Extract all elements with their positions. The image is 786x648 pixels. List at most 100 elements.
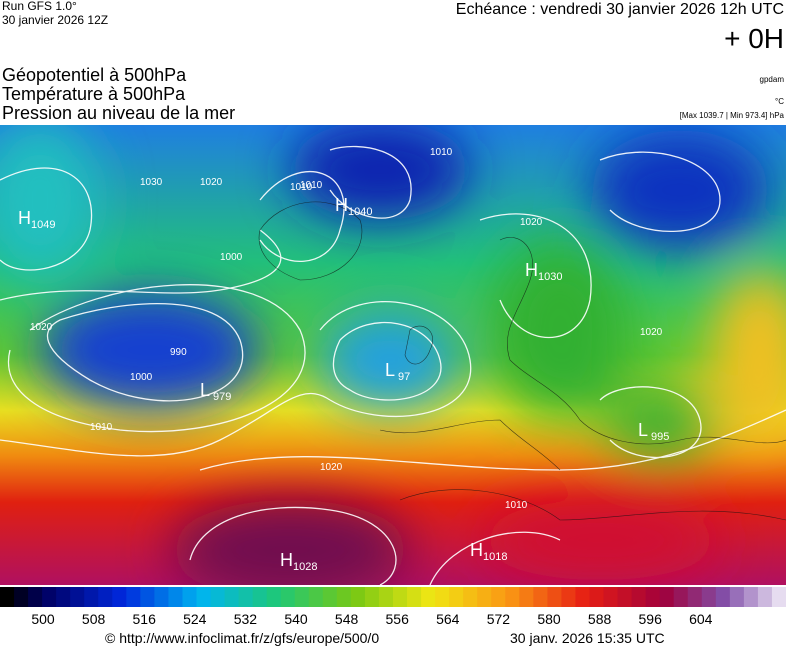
colorbar-label: 588 (588, 611, 612, 627)
colorbar-swatch (617, 587, 633, 607)
center-value: 979 (213, 391, 231, 403)
field: Température à 500hPa (2, 84, 186, 104)
colorbar-swatch (435, 587, 450, 607)
isobar-label: 1020 (200, 177, 223, 188)
colorbar-swatch (350, 587, 366, 607)
colorbar-label: 524 (183, 611, 207, 627)
colorbar-swatch (322, 587, 338, 607)
colorbar-swatch (589, 587, 605, 607)
colorbar-swatch (224, 587, 240, 607)
isobar-label: 1000 (130, 372, 153, 383)
colorbar-swatch (266, 587, 282, 607)
center-value: 995 (651, 431, 669, 443)
colorbar-swatch (182, 587, 197, 607)
center-letter: L (638, 420, 648, 440)
colorbar-swatch (673, 587, 689, 607)
isobar-label: 990 (170, 347, 187, 358)
colorbar-swatch (687, 587, 703, 607)
isobar-label: 1010 (290, 182, 313, 193)
colorbar-swatch (42, 587, 57, 607)
colorbar-swatch (561, 587, 576, 607)
colorbar-label: 508 (82, 611, 106, 627)
isobar-labels: 1030 1020 1010 1000 990 1000 1010 1020 1010 1020 1… (30, 147, 663, 511)
center-value: 1018 (483, 551, 507, 563)
colorbar-swatch (701, 587, 717, 607)
isobar-label: 1010 (430, 147, 453, 158)
colorbar-label: 532 (234, 611, 258, 627)
isobar-label: 1000 (220, 252, 243, 263)
colorbar-swatch (252, 587, 268, 607)
isobar-label: 1010 (505, 500, 528, 511)
unit: [Max 1039.7 | Min 973.4] hPa (680, 111, 785, 120)
colorbar-swatch (771, 587, 786, 607)
run: Run GFS 1.0° (2, 0, 77, 13)
field: Pression au niveau de la mer (2, 103, 235, 123)
lead-time: + 0H (724, 23, 784, 54)
colorbar-swatch (547, 587, 562, 607)
colorbar-swatch (0, 587, 15, 607)
source: © http://www.infoclimat.fr/z/gfs/europe/… (105, 630, 379, 646)
run-date: 30 janvier 2026 12Z (2, 13, 108, 27)
colorbar-label: 604 (689, 611, 713, 627)
colorbar-label: 564 (436, 611, 460, 627)
colorbar-swatch (421, 587, 436, 607)
unit: °C (775, 97, 784, 106)
isobar-label: 1020 (640, 327, 663, 338)
colorbar-swatch (729, 587, 745, 607)
colorbar-swatch (378, 587, 394, 607)
center-letter: H (18, 208, 31, 228)
unit: gpdam (760, 75, 785, 84)
colorbar-swatch (603, 587, 619, 607)
map (0, 125, 786, 585)
colorbar-swatch (238, 587, 254, 607)
field: Géopotentiel à 500hPa (2, 65, 187, 85)
colorbar-label: 548 (335, 611, 359, 627)
center-letter: H (525, 260, 538, 280)
colorbar-swatch (70, 587, 85, 607)
colorbar-label: 556 (386, 611, 410, 627)
isobar-label: 1010 (300, 180, 323, 191)
generated: 30 janv. 2026 15:35 UTC (510, 630, 665, 646)
colorbar-swatch (56, 587, 71, 607)
colorbar-swatch (140, 587, 155, 607)
colorbar: 500 508 516 524 532 540 548 556 564 572 580 588 596 6… (0, 587, 786, 627)
colorbar-swatch (154, 587, 169, 607)
colorbar-swatch (477, 587, 492, 607)
isobar-label: 1020 (320, 462, 343, 473)
colorbar-swatch (519, 587, 534, 607)
colorbar-swatch (336, 587, 352, 607)
colorbar-label: 516 (133, 611, 157, 627)
center-letter: L (200, 380, 210, 400)
colorbar-swatch (294, 587, 310, 607)
center-value: 1030 (538, 271, 562, 283)
center-value: 1049 (31, 219, 55, 231)
colorbar-swatch (645, 587, 661, 607)
colorbar-label: 572 (487, 611, 511, 627)
colorbar-swatch (14, 587, 29, 607)
colorbar-label: 580 (537, 611, 561, 627)
colorbar-swatch (28, 587, 43, 607)
colorbar-swatch (463, 587, 478, 607)
colorbar-swatch (168, 587, 183, 607)
colorbar-swatch (659, 587, 675, 607)
center-letter: L (385, 360, 395, 380)
colorbar-swatch (757, 587, 773, 607)
colorbar-swatch (196, 587, 212, 607)
colorbar-swatch (505, 587, 520, 607)
isobar-label: 1030 (140, 177, 163, 188)
colorbar-swatch (98, 587, 113, 607)
colorbar-swatch (364, 587, 380, 607)
colorbar-swatch (449, 587, 464, 607)
colorbar-swatch (210, 587, 226, 607)
colorbar-swatch (308, 587, 324, 607)
colorbar-label: 500 (31, 611, 55, 627)
colorbar-swatch (491, 587, 506, 607)
center-value: 97 (398, 371, 410, 383)
colorbar-swatch (575, 587, 590, 607)
colorbar-swatch (393, 587, 408, 607)
colorbar-swatch (631, 587, 647, 607)
colorbar-label: 540 (284, 611, 308, 627)
colorbar-swatch (280, 587, 296, 607)
